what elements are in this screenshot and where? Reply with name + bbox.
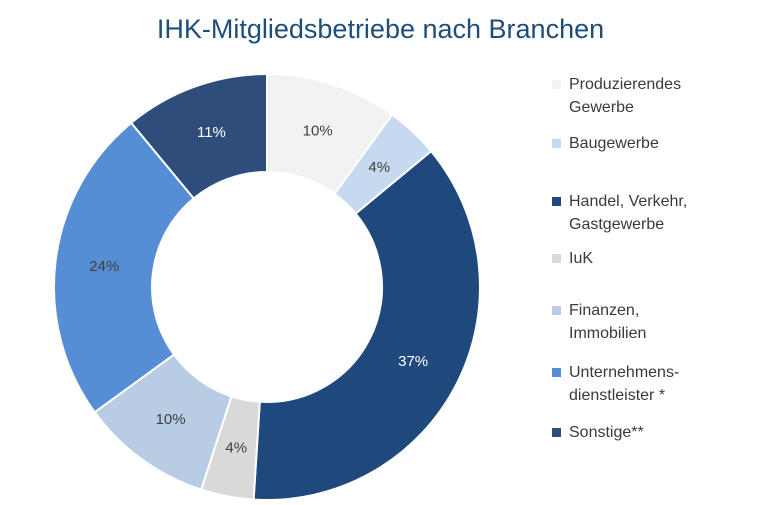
legend-item-1: Baugewerbe <box>552 132 659 155</box>
slice-value-label-3: 4% <box>225 440 247 457</box>
legend-swatch-1 <box>552 139 561 148</box>
legend-item-5: Unternehmens- dienstleister * <box>552 361 679 407</box>
donut-slice-2 <box>252 149 481 501</box>
legend-label-6: Sonstige** <box>569 424 644 441</box>
legend: Produzierendes Gewerbe Baugewerbe Handel, … <box>552 0 757 505</box>
legend-item-3: IuK <box>552 247 593 270</box>
legend-label-2: Handel, Verkehr, Gastgewerbe <box>569 193 688 233</box>
slice-value-label-4: 10% <box>156 411 186 428</box>
legend-label-4: Finanzen, Immobilien <box>569 302 647 342</box>
legend-item-2: Handel, Verkehr, Gastgewerbe <box>552 190 687 236</box>
slice-value-label-2: 37% <box>398 353 428 370</box>
legend-item-4: Finanzen, Immobilien <box>552 299 646 345</box>
slice-value-label-6: 11% <box>197 124 226 141</box>
legend-label-0: Produzierendes Gewerbe <box>569 76 682 116</box>
legend-item-6: Sonstige** <box>552 421 644 444</box>
donut-slice-5 <box>53 121 196 414</box>
legend-swatch-3 <box>552 254 561 263</box>
chart-title: IHK-Mitgliedsbetriebe nach Branchen <box>156 14 605 44</box>
donut-slice-6 <box>129 72 268 200</box>
legend-label-3: IuK <box>569 250 594 267</box>
legend-swatch-0 <box>552 80 561 89</box>
legend-label-5: Unternehmens- dienstleister * <box>569 364 680 404</box>
slice-value-label-5: 24% <box>89 258 119 275</box>
legend-item-0: Produzierendes Gewerbe <box>552 73 681 119</box>
slice-value-label-1: 4% <box>368 159 390 176</box>
legend-swatch-5 <box>552 368 561 377</box>
slice-value-label-0: 10% <box>303 123 333 140</box>
legend-swatch-6 <box>552 428 561 437</box>
legend-swatch-4 <box>552 306 561 315</box>
legend-label-1: Baugewerbe <box>569 135 659 152</box>
legend-swatch-2 <box>552 197 561 206</box>
